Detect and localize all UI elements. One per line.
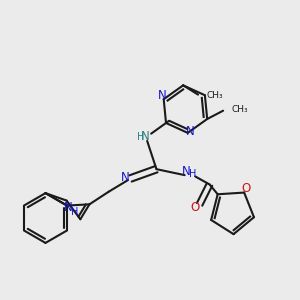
Text: N: N bbox=[64, 201, 73, 214]
Text: H: H bbox=[71, 206, 78, 217]
Text: N: N bbox=[121, 171, 130, 184]
Text: H: H bbox=[189, 169, 196, 179]
Text: CH₃: CH₃ bbox=[206, 91, 223, 100]
Text: O: O bbox=[241, 182, 250, 195]
Text: O: O bbox=[190, 201, 199, 214]
Text: N: N bbox=[158, 89, 167, 102]
Text: N: N bbox=[186, 125, 195, 138]
Text: N: N bbox=[141, 130, 150, 143]
Text: N: N bbox=[182, 165, 191, 178]
Text: CH₃: CH₃ bbox=[231, 105, 248, 114]
Text: H: H bbox=[136, 132, 144, 142]
